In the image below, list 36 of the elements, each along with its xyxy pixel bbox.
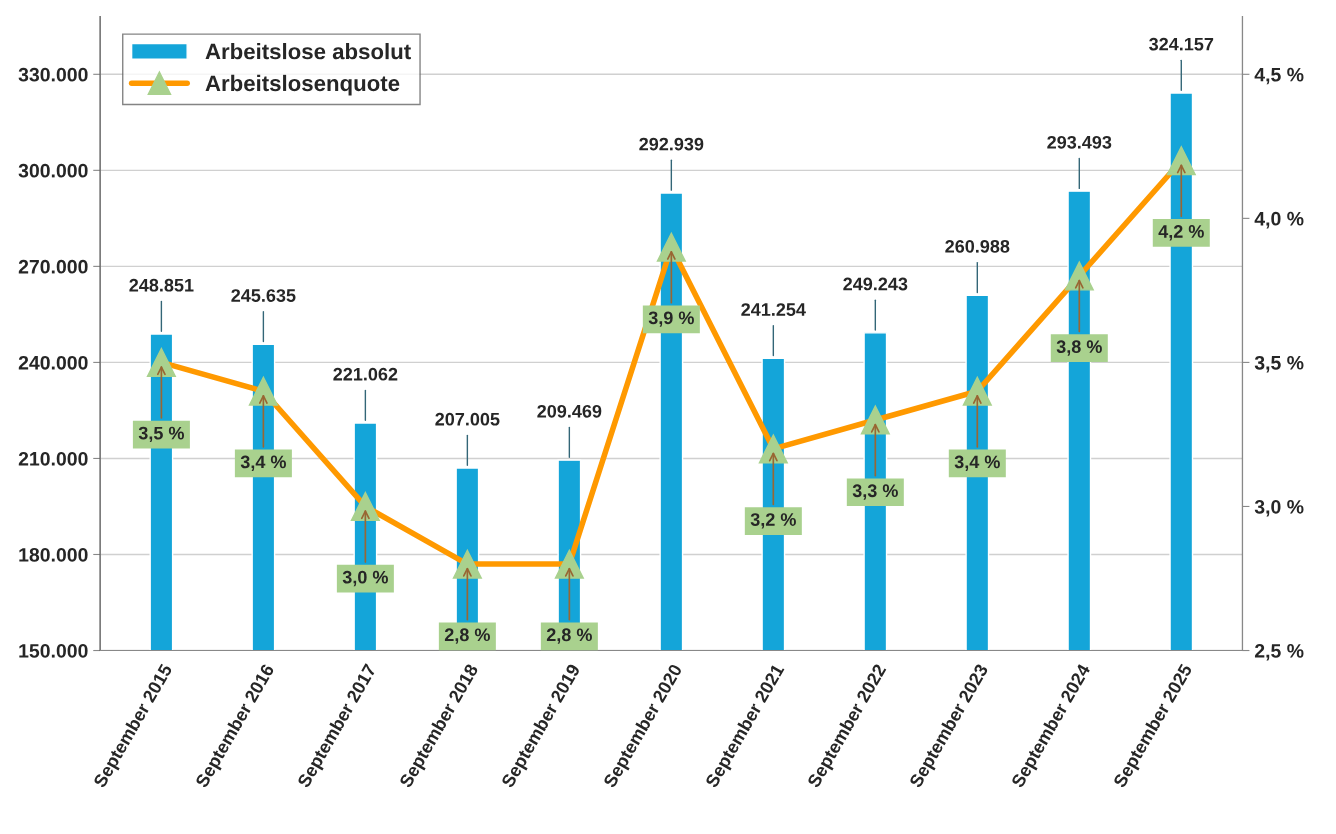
data-label: 3,2 % xyxy=(750,513,796,529)
y2-tick-label: 3,5 % xyxy=(1254,355,1304,373)
y-tick-label: 300.000 xyxy=(18,163,88,178)
data-label: 3,8 % xyxy=(1056,340,1102,356)
y-tick-label: 150.000 xyxy=(19,643,88,658)
data-label: 2,8 % xyxy=(444,628,490,644)
y2-tick-label: 4,0 % xyxy=(1254,211,1304,229)
y2-tick-label: 3,0 % xyxy=(1254,499,1304,517)
data-label: 2,8 % xyxy=(546,628,592,644)
data-label: 292.939 xyxy=(639,137,704,151)
data-label: 245.635 xyxy=(231,289,296,302)
data-label: 241.254 xyxy=(741,303,806,316)
y2-tick-label: 4,5 % xyxy=(1254,67,1304,85)
data-label: 248.851 xyxy=(129,278,194,292)
data-label: 221.062 xyxy=(333,367,398,381)
y-tick-label: 210.000 xyxy=(18,451,88,466)
data-label: 209.469 xyxy=(537,404,602,418)
y-tick-label: 240.000 xyxy=(18,355,88,370)
legend-label: Arbeitslose absolut xyxy=(205,43,411,60)
data-label: 3,0 % xyxy=(342,570,388,587)
legend-label: Arbeitslosenquote xyxy=(205,74,400,96)
data-label: 293.493 xyxy=(1047,135,1112,149)
y2-tick-label: 2,5 % xyxy=(1254,643,1304,661)
data-label: 4,2 % xyxy=(1158,225,1204,241)
data-label: 3,4 % xyxy=(954,455,1000,471)
data-label: 249.243 xyxy=(843,277,908,291)
data-label: 3,3 % xyxy=(852,484,898,500)
data-label: 207.005 xyxy=(435,412,500,426)
data-label: 3,4 % xyxy=(240,455,286,471)
data-label: 260.988 xyxy=(945,239,1010,253)
data-label: 3,9 % xyxy=(648,311,694,327)
data-label: 3,5 % xyxy=(138,426,184,443)
y-tick-label: 180.000 xyxy=(19,547,88,562)
y-tick-label: 270.000 xyxy=(18,259,88,274)
y-tick-label: 330.000 xyxy=(18,67,88,82)
data-label: 324.157 xyxy=(1149,37,1214,51)
